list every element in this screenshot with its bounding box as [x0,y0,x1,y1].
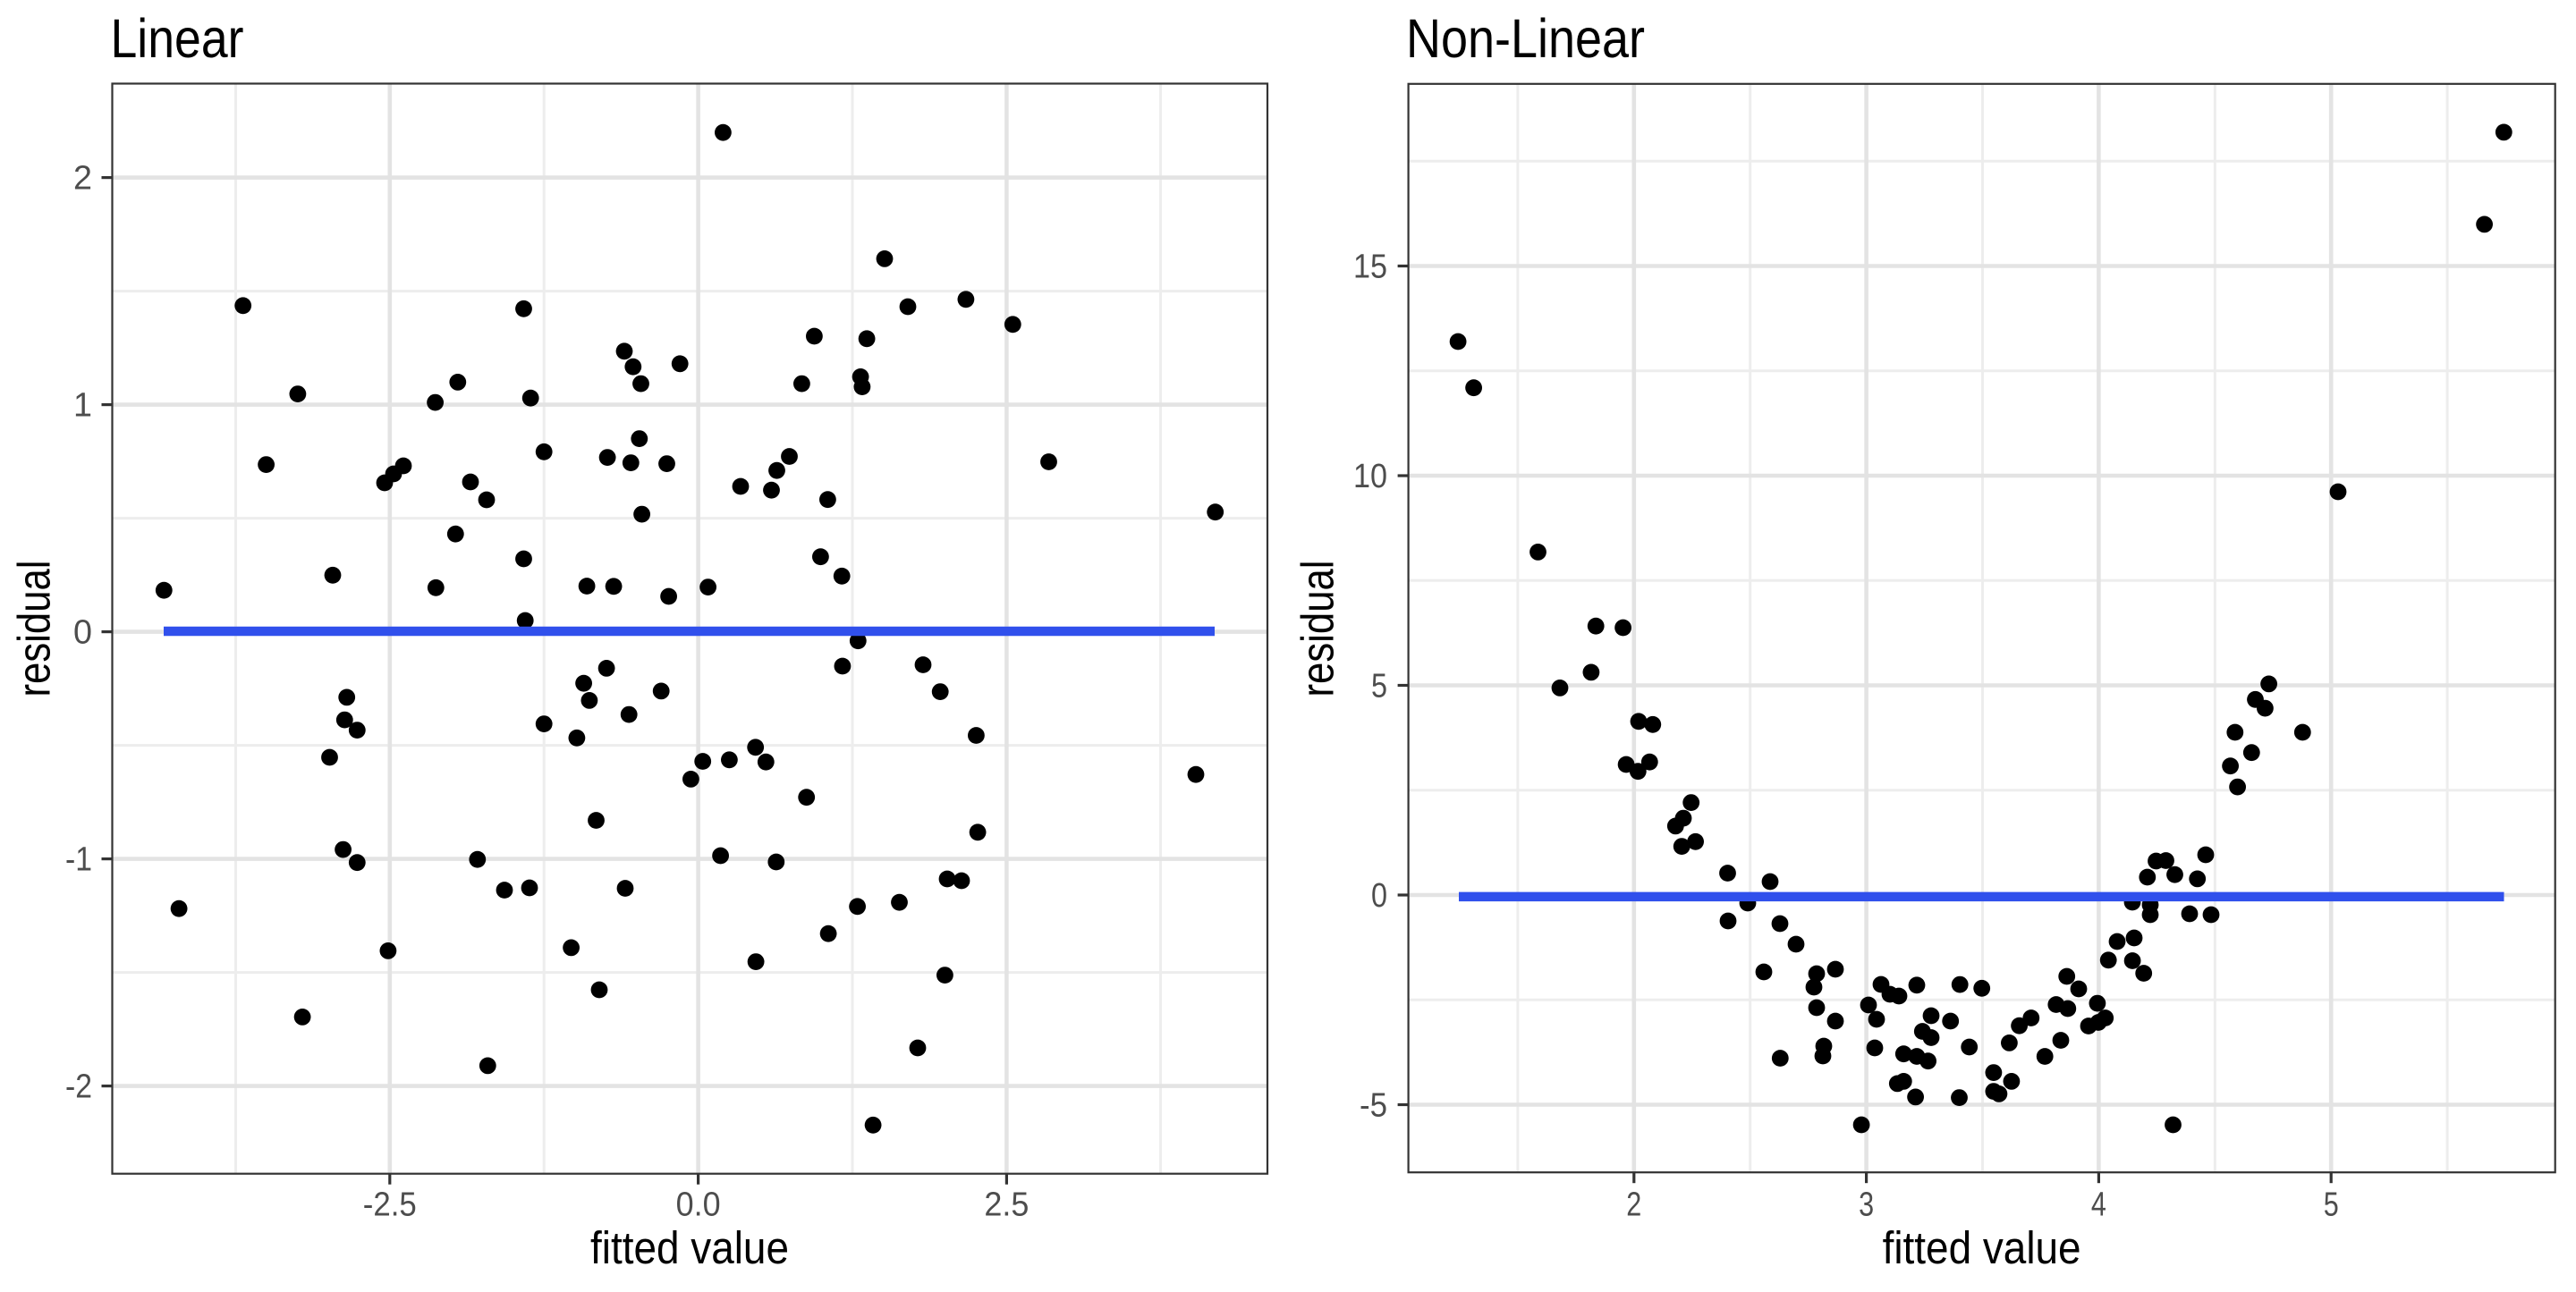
svg-text:fitted value: fitted value [590,1222,789,1273]
svg-text:10: 10 [1353,458,1387,495]
svg-text:1: 1 [73,387,92,425]
svg-text:2: 2 [1626,1186,1641,1224]
svg-text:Linear: Linear [111,8,244,69]
svg-text:-1: -1 [65,841,92,879]
svg-text:Non-Linear: Non-Linear [1406,8,1645,69]
svg-text:5: 5 [1371,668,1387,705]
svg-text:-2: -2 [65,1068,92,1106]
svg-text:2.5: 2.5 [984,1186,1029,1224]
svg-text:fitted value: fitted value [1883,1222,2081,1273]
svg-text:0.0: 0.0 [676,1186,721,1224]
svg-text:residual: residual [9,561,60,697]
svg-text:2: 2 [73,160,92,198]
svg-text:15: 15 [1353,249,1387,286]
svg-text:-5: -5 [1360,1087,1387,1125]
svg-text:-2.5: -2.5 [363,1186,417,1224]
svg-text:3: 3 [1859,1186,1874,1224]
svg-text:5: 5 [2324,1186,2339,1224]
svg-text:4: 4 [2091,1186,2106,1224]
svg-text:residual: residual [1292,561,1343,697]
svg-text:0: 0 [1371,877,1387,915]
svg-text:0: 0 [73,614,92,652]
